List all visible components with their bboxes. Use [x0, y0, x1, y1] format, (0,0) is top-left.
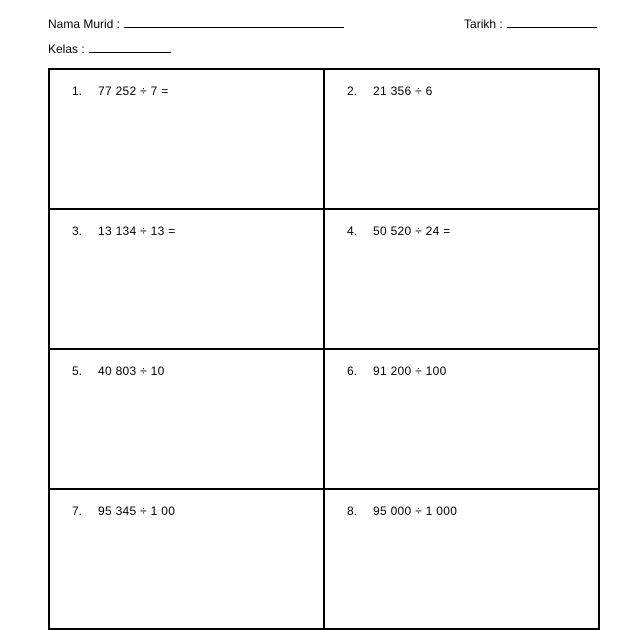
problem-cell: 1. 77 252 ÷ 7 = — [49, 69, 324, 209]
problem-cell: 7. 95 345 ÷ 1 00 — [49, 489, 324, 629]
problem: 1. 77 252 ÷ 7 = — [72, 84, 309, 98]
name-blank-line — [124, 14, 344, 28]
problem: 4. 50 520 ÷ 24 = — [347, 224, 584, 238]
class-blank-line — [89, 39, 171, 53]
problem-number: 8. — [347, 504, 361, 518]
problem-number: 5. — [72, 364, 86, 378]
date-field: Tarikh : — [464, 14, 597, 31]
problem-expression: 91 200 ÷ 100 — [373, 364, 447, 378]
problem: 6. 91 200 ÷ 100 — [347, 364, 584, 378]
problem-number: 3. — [72, 224, 86, 238]
problem: 5. 40 803 ÷ 10 — [72, 364, 309, 378]
header-row-2: Kelas : — [48, 39, 600, 56]
problem-grid: 1. 77 252 ÷ 7 = 2. 21 356 ÷ 6 3. 13 134 … — [48, 68, 600, 630]
problem-number: 4. — [347, 224, 361, 238]
worksheet-header: Nama Murid : Tarikh : Kelas : — [48, 14, 600, 56]
date-label: Tarikh : — [464, 17, 503, 31]
problem-number: 6. — [347, 364, 361, 378]
problem-number: 2. — [347, 84, 361, 98]
name-field: Nama Murid : — [48, 14, 344, 31]
problem-expression: 13 134 ÷ 13 = — [98, 224, 176, 238]
problem-cell: 3. 13 134 ÷ 13 = — [49, 209, 324, 349]
class-label: Kelas : — [48, 42, 85, 56]
problem-expression: 21 356 ÷ 6 — [373, 84, 433, 98]
grid-row: 7. 95 345 ÷ 1 00 8. 95 000 ÷ 1 000 — [49, 489, 599, 629]
problem: 7. 95 345 ÷ 1 00 — [72, 504, 309, 518]
problem: 2. 21 356 ÷ 6 — [347, 84, 584, 98]
grid-row: 1. 77 252 ÷ 7 = 2. 21 356 ÷ 6 — [49, 69, 599, 209]
date-blank-line — [507, 14, 597, 28]
problem-expression: 77 252 ÷ 7 = — [98, 84, 169, 98]
grid-row: 5. 40 803 ÷ 10 6. 91 200 ÷ 100 — [49, 349, 599, 489]
grid-row: 3. 13 134 ÷ 13 = 4. 50 520 ÷ 24 = — [49, 209, 599, 349]
problem-expression: 50 520 ÷ 24 = — [373, 224, 451, 238]
header-row-1: Nama Murid : Tarikh : — [48, 14, 600, 31]
problem-cell: 6. 91 200 ÷ 100 — [324, 349, 599, 489]
problem-number: 1. — [72, 84, 86, 98]
problem-expression: 95 345 ÷ 1 00 — [98, 504, 175, 518]
class-field: Kelas : — [48, 39, 171, 56]
problem: 3. 13 134 ÷ 13 = — [72, 224, 309, 238]
problem: 8. 95 000 ÷ 1 000 — [347, 504, 584, 518]
name-label: Nama Murid : — [48, 17, 120, 31]
problem-cell: 8. 95 000 ÷ 1 000 — [324, 489, 599, 629]
problem-cell: 4. 50 520 ÷ 24 = — [324, 209, 599, 349]
problem-number: 7. — [72, 504, 86, 518]
problem-cell: 5. 40 803 ÷ 10 — [49, 349, 324, 489]
problem-expression: 40 803 ÷ 10 — [98, 364, 165, 378]
problem-cell: 2. 21 356 ÷ 6 — [324, 69, 599, 209]
problem-expression: 95 000 ÷ 1 000 — [373, 504, 457, 518]
